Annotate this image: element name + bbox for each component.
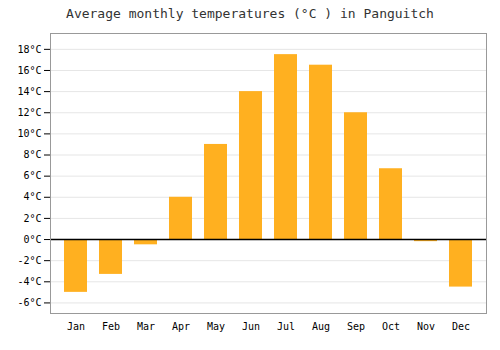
svg-text:-4°C: -4°C bbox=[17, 276, 41, 287]
svg-text:0°C: 0°C bbox=[23, 234, 41, 245]
svg-text:May: May bbox=[207, 321, 225, 332]
svg-text:16°C: 16°C bbox=[17, 65, 41, 76]
svg-text:10°C: 10°C bbox=[17, 128, 41, 139]
svg-text:Jul: Jul bbox=[277, 321, 295, 332]
svg-text:Jun: Jun bbox=[242, 321, 260, 332]
svg-text:12°C: 12°C bbox=[17, 107, 41, 118]
svg-text:Nov: Nov bbox=[417, 321, 435, 332]
svg-text:-2°C: -2°C bbox=[17, 255, 41, 266]
svg-text:Oct: Oct bbox=[382, 321, 400, 332]
svg-text:Apr: Apr bbox=[172, 321, 190, 332]
svg-text:Aug: Aug bbox=[312, 321, 330, 332]
svg-text:-6°C: -6°C bbox=[17, 297, 41, 308]
svg-text:Sep: Sep bbox=[347, 321, 365, 332]
svg-text:2°C: 2°C bbox=[23, 213, 41, 224]
svg-text:Mar: Mar bbox=[137, 321, 155, 332]
svg-text:8°C: 8°C bbox=[23, 149, 41, 160]
svg-text:Dec: Dec bbox=[452, 321, 470, 332]
svg-text:Feb: Feb bbox=[102, 321, 120, 332]
svg-text:Jan: Jan bbox=[67, 321, 85, 332]
svg-text:14°C: 14°C bbox=[17, 86, 41, 97]
svg-text:18°C: 18°C bbox=[17, 44, 41, 55]
svg-text:4°C: 4°C bbox=[23, 191, 41, 202]
svg-text:6°C: 6°C bbox=[23, 170, 41, 181]
html-text:Average monthly temperatures (: Average monthly temperatures (°C ) in Pa… bbox=[66, 6, 434, 21]
